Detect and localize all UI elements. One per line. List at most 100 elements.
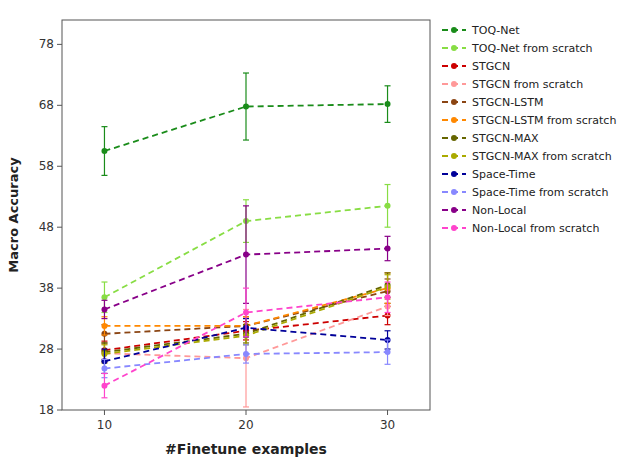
legend-label: Non-Local	[472, 204, 526, 217]
error-bar-cap	[101, 126, 107, 127]
y-tick	[57, 227, 62, 228]
point	[243, 351, 249, 357]
error-bar-cap	[101, 334, 107, 335]
error-bar-cap	[385, 339, 391, 340]
legend-marker	[451, 135, 457, 141]
x-tick-label: 10	[97, 418, 112, 432]
series	[101, 282, 390, 398]
error-bar-cap	[101, 373, 107, 374]
point	[385, 203, 391, 209]
legend-label: Space-Time	[472, 168, 536, 181]
y-tick	[57, 410, 62, 411]
legend-marker	[451, 189, 457, 195]
error-bar-cap	[101, 344, 107, 345]
error-bar-cap	[101, 359, 107, 360]
point	[101, 383, 107, 389]
error-bar-cap	[101, 342, 107, 343]
legend-label: TOQ-Net from scratch	[471, 42, 593, 55]
error-bar-cap	[243, 199, 249, 200]
y-tick-label: 28	[39, 342, 54, 356]
error-bar	[101, 127, 107, 176]
error-bar-cap	[243, 205, 249, 206]
error-bar-cap	[385, 272, 391, 273]
y-tick	[57, 44, 62, 45]
point	[243, 252, 249, 258]
x-tick-label: 20	[238, 418, 253, 432]
legend-label: Non-Local from scratch	[472, 222, 599, 235]
error-bar	[385, 340, 391, 364]
error-bar-cap	[243, 139, 249, 140]
series	[101, 297, 390, 407]
point	[101, 294, 107, 300]
error-bar-cap	[385, 281, 391, 282]
error-bar	[385, 86, 391, 123]
chart: 18283848586878102030#Finetune examplesMa…	[0, 0, 640, 470]
series-line	[104, 287, 387, 354]
error-bar-cap	[385, 227, 391, 228]
error-bar-cap	[243, 288, 249, 289]
error-bar-cap	[385, 315, 391, 316]
error-bar-cap	[101, 318, 107, 319]
x-axis-label: #Finetune examples	[165, 441, 327, 457]
legend-marker	[451, 27, 457, 33]
point	[243, 104, 249, 110]
error-bar	[243, 73, 249, 140]
point	[385, 294, 391, 300]
legend-label: STGCN-MAX from scratch	[472, 150, 612, 163]
error-bar-cap	[101, 348, 107, 349]
x-tick	[246, 410, 247, 415]
series	[101, 73, 390, 175]
error-bar-cap	[385, 236, 391, 237]
error-bar-cap	[101, 342, 107, 343]
error-bar	[101, 317, 107, 335]
error-bar-cap	[243, 406, 249, 407]
legend-marker	[451, 207, 457, 213]
y-tick	[57, 349, 62, 350]
error-bar-cap	[385, 184, 391, 185]
error-bar	[385, 282, 391, 312]
error-bar-cap	[243, 72, 249, 73]
point	[385, 349, 391, 355]
legend-marker	[451, 225, 457, 231]
error-bar	[385, 236, 391, 260]
error-bar-cap	[385, 85, 391, 86]
legend-marker	[451, 45, 457, 51]
error-bar	[101, 282, 107, 312]
point	[101, 323, 107, 329]
y-tick-label: 58	[39, 159, 54, 173]
y-tick	[57, 166, 62, 167]
series-line	[104, 297, 387, 385]
legend-marker	[451, 117, 457, 123]
plot-frame	[62, 20, 430, 410]
error-bar-cap	[385, 364, 391, 365]
legend-marker	[451, 171, 457, 177]
point	[101, 306, 107, 312]
series-line	[104, 285, 387, 352]
error-bar-cap	[243, 336, 249, 337]
point	[101, 366, 107, 372]
legend-label: Space-Time from scratch	[472, 186, 608, 199]
y-tick	[57, 105, 62, 106]
y-tick	[57, 288, 62, 289]
error-bar	[385, 185, 391, 228]
x-tick	[104, 410, 105, 415]
error-bar-cap	[385, 312, 391, 313]
error-bar	[243, 288, 249, 337]
error-bar-cap	[385, 272, 391, 273]
error-bar-cap	[243, 336, 249, 337]
error-bar-cap	[385, 324, 391, 325]
point	[385, 246, 391, 252]
legend-marker	[451, 99, 457, 105]
error-bar-cap	[101, 281, 107, 282]
error-bar	[243, 345, 249, 363]
error-bar	[101, 300, 107, 318]
series	[101, 279, 390, 343]
point	[101, 148, 107, 154]
legend-label: STGCN-LSTM	[472, 96, 543, 109]
error-bar-cap	[385, 274, 391, 275]
legend: TOQ-NetTOQ-Net from scratchSTGCNSTGCN fr…	[442, 24, 616, 235]
error-bar-cap	[385, 122, 391, 123]
error-bar-cap	[385, 260, 391, 261]
plot-area	[101, 73, 390, 407]
point	[243, 310, 249, 316]
